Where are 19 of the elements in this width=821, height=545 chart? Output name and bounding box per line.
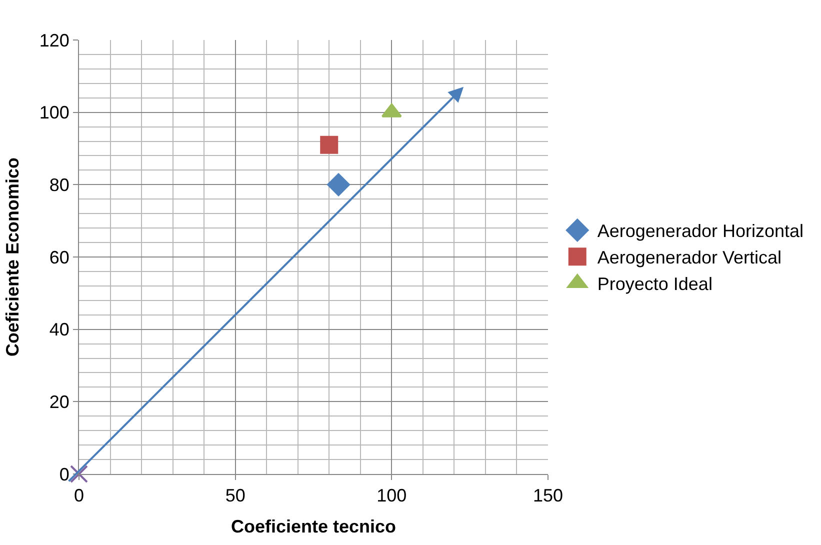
- point: [320, 136, 338, 154]
- y-tick-label: 100: [39, 102, 70, 123]
- point: [70, 465, 88, 483]
- y-tick-label: 40: [49, 320, 70, 340]
- x-tick-label: 0: [74, 486, 84, 506]
- y-axis-title: Coeficiente Economico: [2, 157, 23, 357]
- y-tick-label: 120: [39, 30, 70, 50]
- y-tick-label: 60: [49, 247, 70, 268]
- point: [327, 173, 350, 196]
- x-tick-label: 100: [376, 486, 407, 506]
- x-axis-title: Coeficiente tecnico: [230, 516, 396, 537]
- x-tick-label: 50: [225, 486, 246, 506]
- y-tick-label: 80: [49, 174, 70, 195]
- legend-label: Proyecto Ideal: [597, 274, 712, 294]
- legend-label: Aerogenerador Vertical: [597, 248, 782, 268]
- y-tick-label: 0: [59, 464, 70, 484]
- x-tick-label: 150: [532, 486, 564, 506]
- legend-label: Aerogenerador Horizontal: [597, 221, 804, 242]
- y-tick-label: 20: [49, 392, 70, 412]
